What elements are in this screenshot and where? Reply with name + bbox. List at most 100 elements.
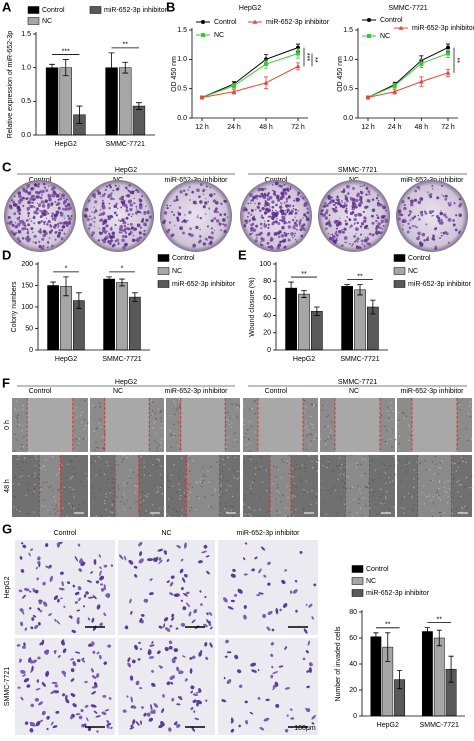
cell <box>191 655 196 660</box>
cell <box>173 721 178 726</box>
texture <box>307 491 309 493</box>
colony <box>102 239 107 244</box>
colony <box>245 222 247 225</box>
wound-gap <box>39 455 61 517</box>
colony <box>13 195 16 198</box>
cell <box>102 694 107 698</box>
colony <box>108 242 112 246</box>
colony <box>140 219 144 223</box>
cell <box>170 681 174 685</box>
colony <box>294 213 297 215</box>
colony <box>121 195 124 199</box>
texture <box>152 514 154 516</box>
colony <box>24 224 27 227</box>
cell <box>99 622 103 627</box>
colony <box>270 245 273 248</box>
cell <box>163 550 167 554</box>
cell <box>251 568 255 572</box>
cell <box>65 694 68 700</box>
texture <box>286 462 288 464</box>
colony <box>331 207 333 210</box>
colony <box>407 222 410 225</box>
cell <box>90 668 94 673</box>
colony <box>348 218 352 222</box>
colony <box>444 197 448 201</box>
cell <box>108 697 112 700</box>
texture <box>161 423 164 425</box>
texture <box>244 513 246 516</box>
cell <box>262 613 267 619</box>
bar <box>129 296 141 351</box>
colony <box>359 225 363 228</box>
colony <box>363 219 367 223</box>
texture <box>276 466 278 468</box>
cell <box>71 629 76 634</box>
texture <box>330 493 332 495</box>
colony <box>407 196 411 200</box>
cell <box>151 641 154 644</box>
texture <box>33 475 36 477</box>
texture <box>343 503 345 505</box>
cell <box>127 657 131 662</box>
colony <box>116 187 119 189</box>
colony <box>444 194 448 198</box>
texture <box>296 464 298 466</box>
texture <box>220 483 223 485</box>
texture <box>443 486 445 488</box>
colony <box>143 229 146 232</box>
colony <box>375 214 379 217</box>
texture <box>420 461 422 464</box>
colony <box>247 202 250 205</box>
texture <box>225 489 228 491</box>
texture <box>464 486 467 488</box>
colony <box>199 200 203 204</box>
colony <box>126 194 131 198</box>
texture <box>98 488 100 490</box>
texture <box>60 484 62 486</box>
texture <box>276 510 278 512</box>
texture <box>85 425 87 427</box>
texture <box>21 447 23 450</box>
cell <box>272 671 279 674</box>
colony <box>267 226 270 229</box>
texture <box>65 489 67 491</box>
colony <box>339 217 341 219</box>
colony <box>282 238 287 243</box>
cell <box>72 661 76 664</box>
texture <box>94 460 97 462</box>
error-bar <box>301 290 307 298</box>
texture <box>105 496 107 498</box>
colony <box>118 231 121 234</box>
texture <box>257 404 259 407</box>
colony <box>402 224 404 226</box>
colony <box>215 219 220 223</box>
texture <box>387 419 389 422</box>
texture <box>135 501 137 503</box>
cell <box>208 621 211 624</box>
texture <box>94 407 96 409</box>
texture <box>121 461 124 463</box>
colony <box>286 211 289 214</box>
colony <box>264 199 267 202</box>
cell <box>208 623 212 626</box>
cell <box>34 698 39 702</box>
significance-label: ** <box>301 271 307 278</box>
cell <box>70 678 75 682</box>
colony <box>409 202 414 207</box>
texture <box>227 436 229 438</box>
colony <box>16 222 21 227</box>
colony <box>254 218 257 221</box>
colony <box>344 241 346 244</box>
legend-swatch <box>393 267 406 275</box>
panel-label: B <box>166 0 175 14</box>
texture <box>436 494 438 496</box>
cell <box>259 727 265 731</box>
legend-label: Control <box>172 255 195 262</box>
colony <box>61 212 64 215</box>
colony <box>294 223 299 227</box>
colony <box>280 234 285 238</box>
cell <box>69 715 73 720</box>
colony <box>50 184 53 187</box>
colony <box>281 203 283 205</box>
